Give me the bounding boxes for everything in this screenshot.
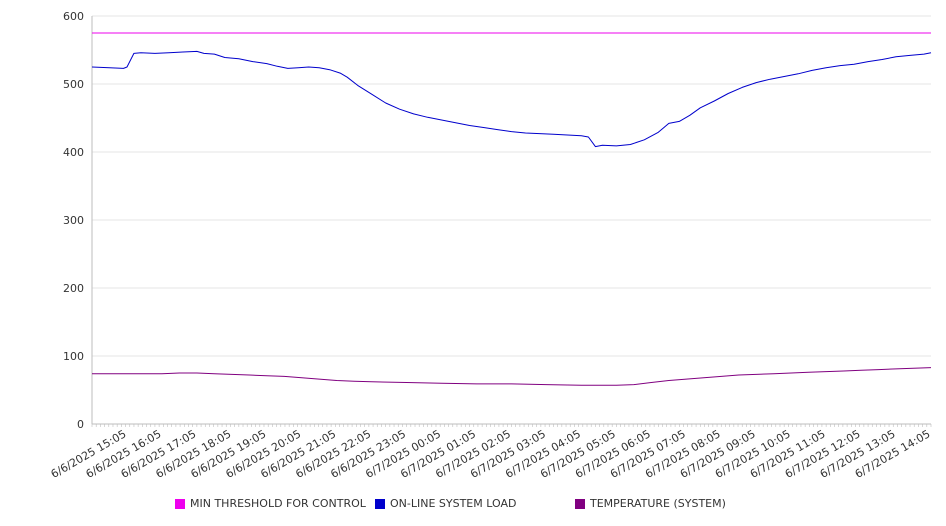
x-tick-labels: 6/6/2025 15:056/6/2025 16:056/6/2025 17:…	[49, 427, 933, 481]
legend-swatch-temperature	[575, 498, 585, 509]
legend-swatch-system-load	[375, 498, 385, 509]
system-load-line	[91, 50, 932, 148]
legend-swatch-min-threshold	[175, 498, 185, 509]
legend: MIN THRESHOLD FOR CONTROL ON-LINE SYSTEM…	[175, 497, 935, 515]
axes	[91, 16, 932, 427]
y-tick-label: 300	[63, 214, 84, 227]
legend-item-min-threshold[interactable]: MIN THRESHOLD FOR CONTROL	[175, 497, 366, 510]
y-tick-label: 100	[63, 350, 84, 363]
legend-label-system-load: ON-LINE SYSTEM LOAD	[390, 497, 517, 510]
y-tick-label: 500	[63, 78, 84, 91]
y-tick-label: 200	[63, 282, 84, 295]
legend-item-system-load[interactable]: ON-LINE SYSTEM LOAD	[375, 497, 516, 510]
y-tick-label: 600	[63, 10, 84, 23]
temperature-line	[92, 367, 932, 386]
legend-item-temperature[interactable]: TEMPERATURE (SYSTEM)	[575, 497, 726, 510]
grid	[92, 15, 931, 357]
legend-label-min-threshold: MIN THRESHOLD FOR CONTROL	[190, 497, 366, 510]
legend-label-temperature: TEMPERATURE (SYSTEM)	[590, 497, 726, 510]
y-tick-labels: 0 100 200 300 400 500 600	[63, 10, 84, 431]
y-tick-label: 400	[63, 146, 84, 159]
y-tick-label: 0	[77, 418, 84, 431]
series	[91, 32, 932, 386]
